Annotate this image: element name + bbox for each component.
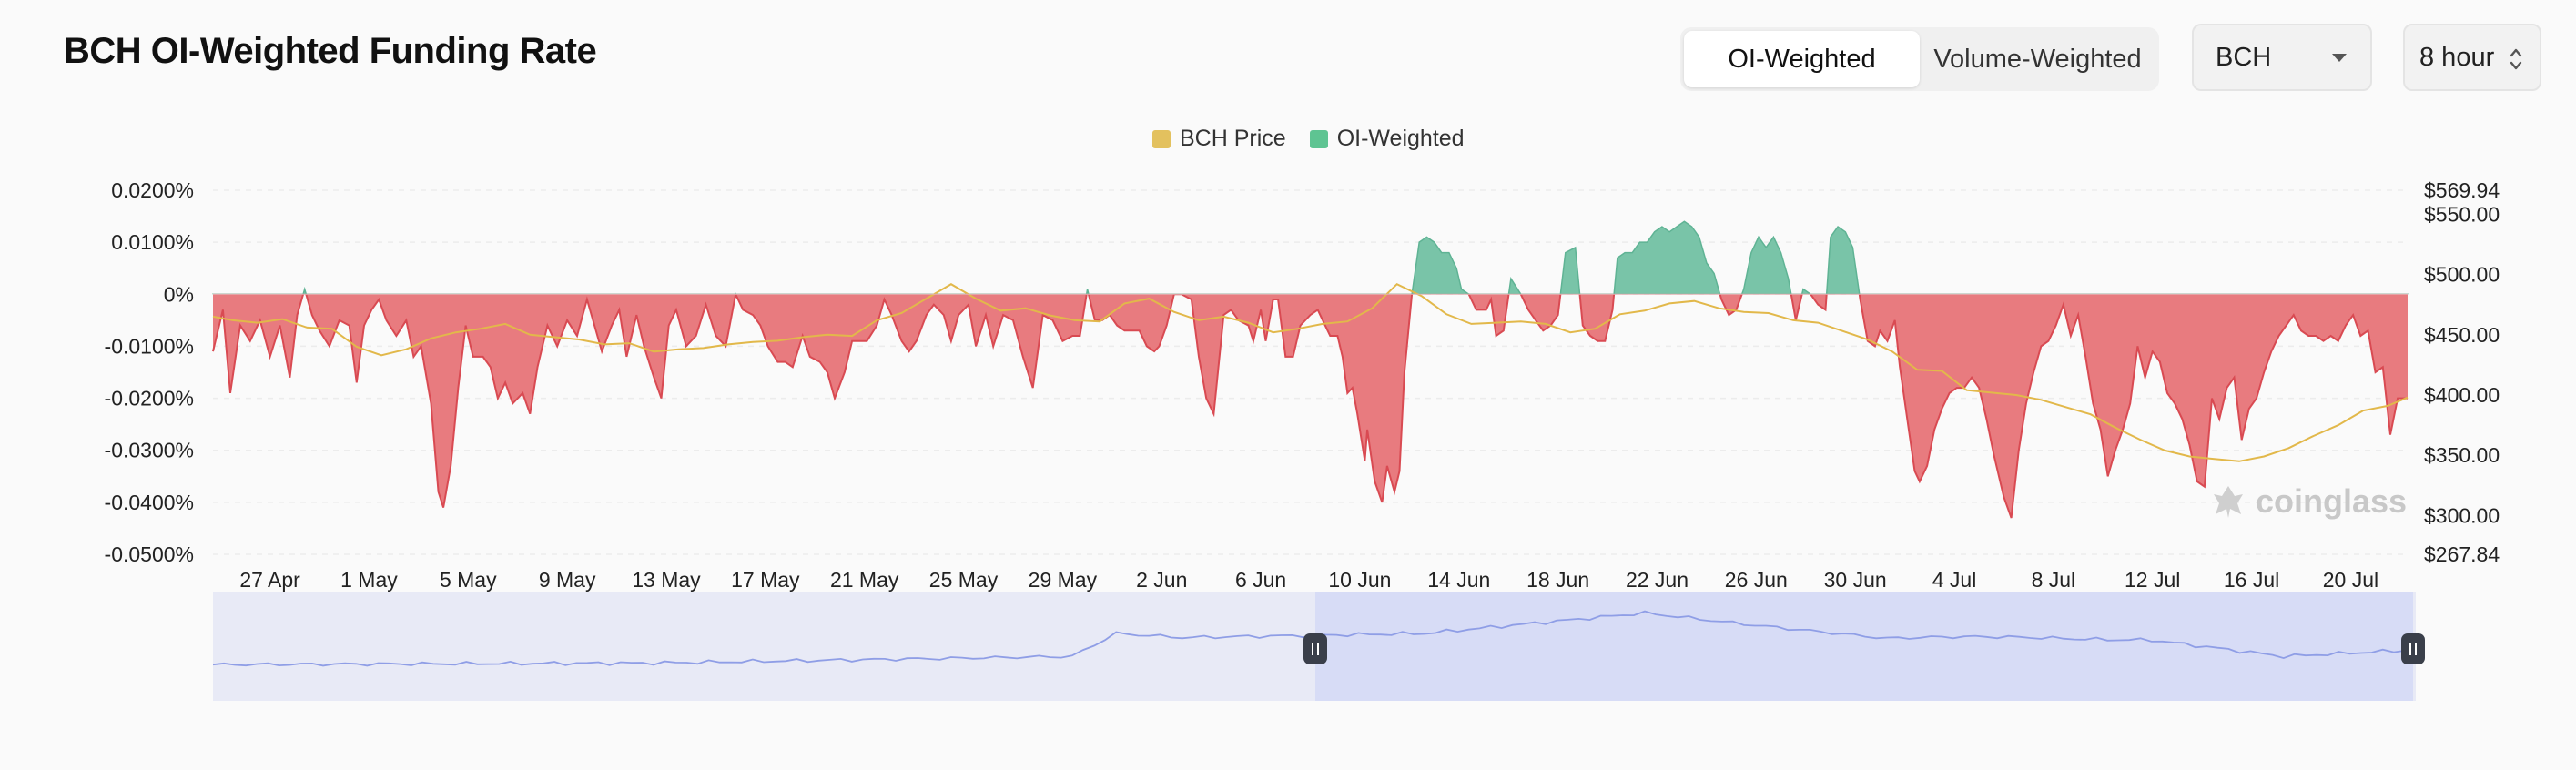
x-axis-tick-label: 1 May xyxy=(340,568,398,592)
x-axis-tick-label: 12 Jul xyxy=(2125,568,2180,592)
grid-lines xyxy=(213,189,2408,555)
x-axis-tick-label: 8 Jul xyxy=(2032,568,2076,592)
chart-legend: BCH Price OI-Weighted xyxy=(1152,126,1488,152)
coinglass-watermark: coinglass xyxy=(2210,482,2407,521)
x-axis: 27 Apr 1 May 5 May 9 May 13 May 17 May 21 May 2… xyxy=(239,568,2378,592)
x-axis-tick-label: 6 Jun xyxy=(1235,568,1286,592)
interval-select[interactable]: 8 hour xyxy=(2403,24,2541,91)
navigator-handle-left[interactable] xyxy=(1303,633,1327,664)
x-axis-tick-label: 9 May xyxy=(539,568,596,592)
x-axis-tick-label: 18 Jun xyxy=(1526,568,1589,592)
legend-label-price: BCH Price xyxy=(1180,126,1286,151)
legend-swatch-oi xyxy=(1309,129,1328,148)
x-axis-tick-label: 26 Jun xyxy=(1725,568,1788,592)
right-axis-tick-label: $569.94 xyxy=(2424,178,2500,202)
right-axis-tick-label: $450.00 xyxy=(2424,323,2500,347)
left-axis-tick-label: 0.0100% xyxy=(111,230,194,254)
x-axis-tick-label: 27 Apr xyxy=(239,568,300,592)
x-axis-tick-label: 22 Jun xyxy=(1626,568,1689,592)
funding-series xyxy=(212,220,2409,519)
right-axis-tick-label: $400.00 xyxy=(2424,383,2500,407)
x-axis-tick-label: 10 Jun xyxy=(1328,568,1391,592)
range-navigator xyxy=(212,592,2425,701)
interval-select-value: 8 hour xyxy=(2419,42,2495,72)
right-axis-tick-label: $300.00 xyxy=(2424,503,2500,527)
left-axis-tick-label: -0.0200% xyxy=(105,387,194,410)
negative-funding-area xyxy=(213,294,2408,518)
tab-oi-weighted[interactable]: OI-Weighted xyxy=(1684,31,1920,87)
left-axis-tick-label: -0.0100% xyxy=(105,334,194,358)
left-axis-tick-label: -0.0500% xyxy=(105,542,194,566)
tab-volume-weighted[interactable]: Volume-Weighted xyxy=(1933,44,2142,74)
coin-select[interactable]: BCH xyxy=(2192,24,2372,91)
legend-swatch-price xyxy=(1152,129,1171,148)
left-axis-tick-label: 0.0200% xyxy=(111,178,194,202)
right-axis-tick-label: $500.00 xyxy=(2424,263,2500,287)
x-axis-tick-label: 17 May xyxy=(731,568,800,592)
price-line xyxy=(212,282,2409,462)
x-axis-tick-label: 14 Jun xyxy=(1427,568,1490,592)
right-axis-tick-label: $550.00 xyxy=(2424,202,2500,226)
weighting-toggle: OI-Weighted Volume-Weighted xyxy=(1680,27,2159,91)
right-axis-tick-label: $350.00 xyxy=(2424,443,2500,467)
coinglass-logo-icon xyxy=(2214,486,2243,518)
x-axis-tick-label: 16 Jul xyxy=(2224,568,2279,592)
left-axis-tick-label: -0.0400% xyxy=(105,491,194,514)
legend-item-bch-price[interactable]: BCH Price xyxy=(1152,126,1286,152)
right-axis-tick-label: $267.84 xyxy=(2424,542,2500,566)
coin-select-value: BCH xyxy=(2216,42,2272,72)
x-axis-tick-label: 29 May xyxy=(1029,568,1098,592)
x-axis-tick-label: 30 Jun xyxy=(1824,568,1887,592)
left-axis-tick-label: 0% xyxy=(164,282,194,306)
funding-line xyxy=(212,294,2408,519)
navigator-handle-right[interactable] xyxy=(2401,633,2425,664)
updown-arrows-icon xyxy=(2510,48,2522,70)
legend-label-oi: OI-Weighted xyxy=(1336,126,1465,151)
legend-item-oi-weighted[interactable]: OI-Weighted xyxy=(1309,126,1465,152)
x-axis-tick-label: 25 May xyxy=(929,568,999,592)
navigator-selection[interactable] xyxy=(1315,592,2413,701)
x-axis-tick-label: 4 Jul xyxy=(1932,568,1977,592)
page-title: BCH OI-Weighted Funding Rate xyxy=(64,31,597,71)
right-axis: $569.94$550.00 $500.00 $450.00 $400.00 $350.… xyxy=(2424,178,2500,566)
x-axis-tick-label: 2 Jun xyxy=(1136,568,1187,592)
left-axis-tick-label: -0.0300% xyxy=(105,439,194,462)
x-axis-tick-label: 20 Jul xyxy=(2323,568,2378,592)
left-axis: 0.0200% 0.0100% 0% -0.0100% -0.0200% -0.0300%… xyxy=(105,178,194,566)
x-axis-tick-label: 5 May xyxy=(440,568,497,592)
positive-funding-area xyxy=(212,220,2409,295)
x-axis-tick-label: 21 May xyxy=(830,568,899,592)
x-axis-tick-label: 13 May xyxy=(632,568,701,592)
watermark-text: coinglass xyxy=(2256,482,2408,520)
chevron-down-icon xyxy=(2332,54,2347,62)
